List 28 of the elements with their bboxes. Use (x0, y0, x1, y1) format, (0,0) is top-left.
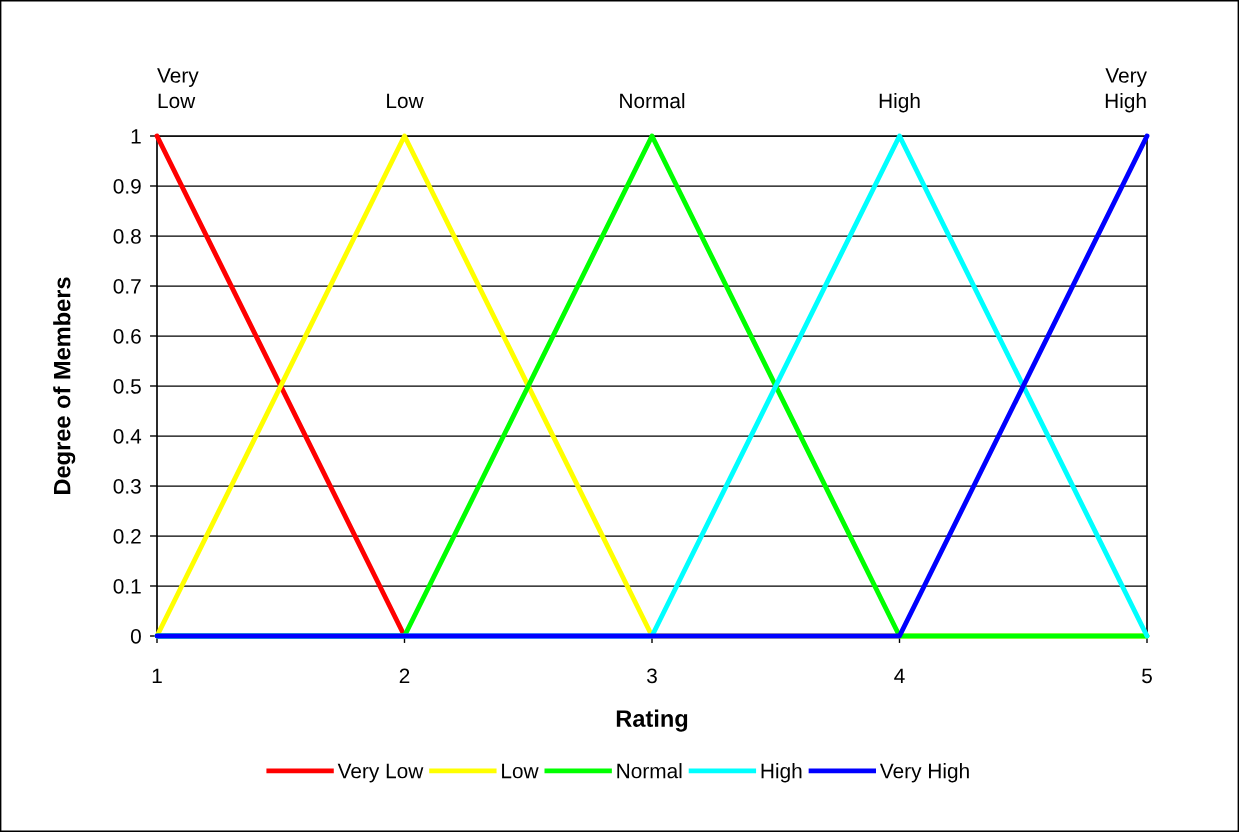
legend-label: Very Low (337, 763, 424, 783)
x-tick-label: 2 (399, 668, 410, 684)
y-tick-label: 0.2 (113, 529, 141, 544)
legend-label: Low (502, 763, 539, 779)
y-tick-label: 0.7 (113, 279, 141, 294)
y-tick-label: 0.5 (113, 379, 141, 394)
legend-label: Normal (617, 763, 682, 779)
x-tick-label: 4 (894, 668, 905, 684)
annotation: Very High (1105, 68, 1147, 113)
legend-label: Very High (879, 763, 969, 783)
legend-label: High (761, 763, 802, 783)
y-axis-title: Degree of Members (53, 277, 76, 494)
annotation: Very Low (157, 68, 199, 109)
x-tick-label: 3 (647, 668, 657, 684)
annotation: High (879, 92, 920, 113)
y-tick-label: 0.9 (113, 179, 141, 194)
x-axis-title: Rating (616, 709, 688, 732)
y-tick-label: 0.6 (113, 329, 141, 344)
y-tick-label: 0.8 (113, 229, 141, 244)
annotation: Normal (620, 92, 685, 109)
y-tick-label: 0 (130, 629, 141, 644)
y-tick-label: 0.1 (113, 579, 141, 594)
y-tick-label: 0.3 (113, 479, 141, 494)
annotation: Low (387, 93, 424, 109)
x-tick-label: 5 (1142, 668, 1152, 684)
y-tick-label: 0.4 (113, 429, 142, 444)
x-tick-label: 1 (152, 668, 162, 684)
y-tick-label: 1 (131, 129, 141, 144)
